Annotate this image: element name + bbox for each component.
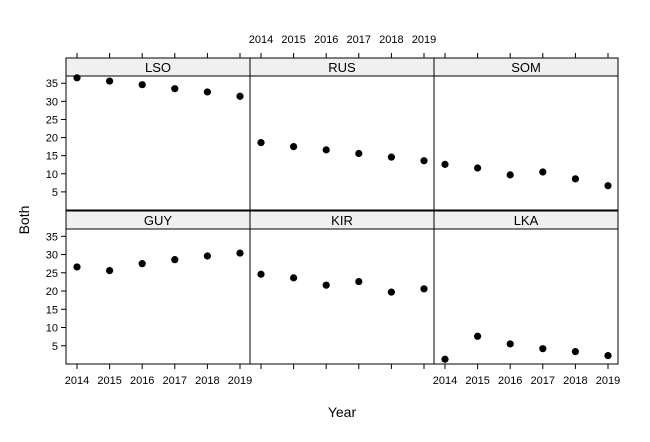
x-tick-label: 2016 [130, 375, 154, 387]
y-tick-label: 20 [46, 286, 58, 298]
data-point [106, 266, 114, 275]
data-point [539, 168, 547, 176]
strip-label: GUY [144, 213, 173, 228]
x-tick-label: 2014 [249, 34, 273, 46]
data-point [506, 340, 514, 348]
data-point [474, 332, 482, 340]
data-point [257, 139, 265, 147]
data-point [387, 153, 395, 161]
y-tick-label: 25 [46, 268, 58, 280]
data-point [474, 164, 482, 172]
data-point [171, 85, 179, 93]
strip-label: SOM [511, 60, 541, 75]
x-tick-label: 2015 [281, 34, 305, 46]
x-tick-label: 2015 [465, 375, 489, 387]
x-axis-title: Year [328, 404, 357, 420]
y-tick-label: 25 [46, 114, 58, 126]
data-point [203, 88, 211, 96]
x-tick-label: 2017 [347, 34, 371, 46]
panel-lka: LKA 2014 2015 2016 2017 2018 2019 [433, 210, 620, 387]
y-tick-label: 5 [52, 187, 58, 199]
panel-kir: KIR [249, 210, 435, 369]
data-point [571, 347, 580, 356]
data-point [203, 252, 211, 260]
panel-frame [433, 75, 619, 211]
data-point [73, 74, 81, 82]
panel-frame [65, 228, 251, 365]
panel-frame [249, 75, 435, 211]
data-point [322, 146, 330, 154]
panel-frame [433, 228, 619, 365]
data-point [506, 171, 514, 179]
data-point [322, 281, 330, 289]
y-tick-label: 10 [46, 169, 58, 181]
data-point [420, 157, 428, 165]
y-tick-label: 30 [46, 96, 58, 108]
x-tick-label: 2019 [596, 375, 620, 387]
data-point [73, 263, 81, 271]
x-tick-label: 2019 [412, 34, 436, 46]
y-tick-label: 15 [46, 151, 58, 163]
data-point [539, 345, 547, 353]
x-tick-label: 2018 [379, 34, 403, 46]
x-tick-label: 2014 [65, 375, 89, 387]
data-point [138, 260, 146, 268]
y-tick-label: 15 [46, 304, 58, 316]
x-tick-label: 2015 [97, 375, 121, 387]
data-point [387, 288, 395, 296]
panel-rus: RUS 2014 2015 2016 2017 2018 2019 [249, 34, 436, 211]
x-tick-label: 2017 [531, 375, 555, 387]
y-tick-label: 30 [46, 250, 58, 262]
y-axis-title: Both [16, 206, 32, 235]
y-tick-label: 20 [46, 133, 58, 145]
strip-label: LKA [514, 213, 539, 228]
data-point [257, 270, 265, 278]
data-point [138, 81, 146, 89]
panel-lso: LSO 5 10 15 20 25 30 35 [46, 53, 251, 211]
data-point [441, 160, 449, 168]
x-tick-label: 2016 [314, 34, 338, 46]
panel-frame [249, 228, 435, 365]
y-tick-label: 10 [46, 323, 58, 335]
x-tick-label: 2019 [228, 375, 252, 387]
data-point [420, 285, 428, 293]
strip-label: LSO [145, 60, 171, 75]
x-tick-label: 2016 [498, 375, 522, 387]
x-tick-label: 2014 [433, 375, 457, 387]
data-point [236, 92, 244, 100]
data-point [290, 143, 298, 151]
y-tick-label: 35 [46, 231, 58, 243]
panel-frame [65, 75, 251, 211]
data-point [604, 182, 612, 190]
panel-guy: GUY 5 10 15 20 25 30 35 2014 2015 2016 2017 2018 2019 [46, 210, 252, 387]
data-point [355, 149, 363, 158]
data-point [604, 352, 612, 360]
strip-label: KIR [331, 213, 353, 228]
y-tick-label: 5 [52, 341, 58, 353]
data-point [441, 355, 449, 363]
panel-som: SOM [433, 53, 619, 211]
data-point [171, 256, 179, 264]
data-point [106, 77, 114, 85]
x-tick-label: 2017 [163, 375, 187, 387]
data-point [355, 277, 363, 286]
x-tick-label: 2018 [563, 375, 587, 387]
x-tick-label: 2018 [195, 375, 219, 387]
y-tick-label: 35 [46, 78, 58, 90]
data-point [571, 175, 580, 183]
data-point [290, 274, 298, 282]
strip-label: RUS [328, 60, 356, 75]
data-point [236, 249, 244, 257]
